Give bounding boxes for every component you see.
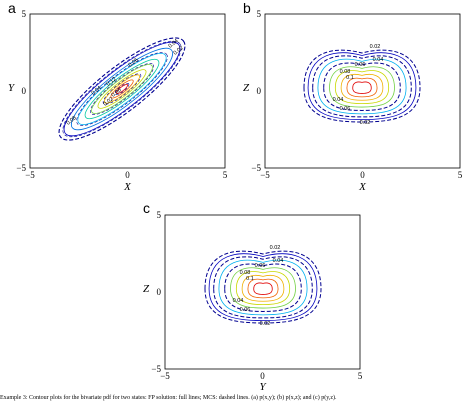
- panel-b-fp-contour: [346, 77, 378, 98]
- panel-c-contour-label: 0.1: [246, 276, 254, 282]
- panel-a-mcs-contour: [114, 83, 130, 95]
- panel-a-ylabel: Y: [8, 82, 16, 94]
- panel-c-fp-contour: [253, 282, 273, 295]
- panel-a-mcs-contour: [58, 37, 186, 141]
- panel-b-mcs-contour: [303, 49, 421, 123]
- panel-b-contour-label: 0.04: [333, 97, 344, 103]
- panel-c-contour-label: 0.02: [260, 321, 271, 327]
- panel-c-contour-label: 0.08: [240, 270, 251, 276]
- panel-b-fp-contour: [334, 70, 390, 105]
- panel-c-axes-box: [164, 214, 361, 370]
- panel-c-contour-labels: 0.02 0.04 0.06 0.080.1 0.04 0.06 0.02: [233, 245, 284, 327]
- panel-c-contour-label: 0.02: [270, 245, 281, 251]
- panel-a-contour-label: 0.08: [66, 115, 78, 126]
- panel-c-xtick-mid: 0: [260, 371, 265, 381]
- panel-c-ytick-min: −5: [151, 364, 161, 374]
- panel-c-xtick-max: 5: [358, 371, 363, 381]
- panel-a-contour-label: 0.06: [128, 57, 140, 68]
- panel-c-mcs-contour: [204, 250, 322, 324]
- figure: a 0.040.020.060.120.04 0.060.020.08 −5 0 …: [8, 0, 463, 392]
- panel-b-contour-label: 0.06: [355, 62, 366, 68]
- panel-b-contours: [303, 49, 421, 123]
- panel-c-ylabel: Z: [143, 283, 150, 295]
- panel-a-contour-label: 0.04: [91, 85, 103, 96]
- panel-b-contour-labels: 0.02 0.04 0.06 0.080.1 0.04 0.06 0.02: [333, 44, 384, 126]
- panel-c-contour-label: 0.06: [255, 263, 266, 269]
- panel-b-ylabel: Z: [243, 82, 250, 94]
- panel-b-fp-contour: [352, 81, 372, 94]
- panel-c-mcs-contour: [224, 263, 302, 312]
- panel-a-contour-label: 0.02: [103, 96, 115, 107]
- panel-c-fp-contour: [218, 259, 308, 316]
- panel-c: c 0.02 0.04 0.06 0.080.1 0.04 0.06 0.02 −5 0 5…: [143, 200, 363, 392]
- panel-a-contours: [58, 37, 186, 141]
- panel-b-contour-label: 0.02: [370, 44, 381, 50]
- panel-b-contour-label: 0.04: [373, 57, 384, 63]
- panel-b-axes-box: [264, 13, 461, 169]
- panel-b-ytick-max: 5: [257, 9, 262, 19]
- panel-a-fp-contour: [115, 84, 129, 94]
- panel-a-contour-label: 0.04: [168, 38, 180, 49]
- panel-a-contour-label: 0.02: [173, 45, 185, 56]
- panel-a-fp-contour: [91, 64, 153, 114]
- panel-a-fp-contour: [103, 74, 141, 104]
- panel-b: b 0.02 0.04 0.06 0.080.1 0.04 0.06 0.02 −5 0 5…: [243, 0, 463, 193]
- panel-b-contour-label: 0.08: [340, 69, 351, 75]
- panel-a-fp-contour: [77, 53, 167, 125]
- panel-a-mcs-contour: [102, 73, 142, 105]
- panel-c-fp-contour: [241, 274, 285, 302]
- panel-b-fp-contour: [340, 73, 384, 101]
- panel-a-ytick-mid: 0: [22, 86, 27, 96]
- panel-b-fp-contour: [307, 52, 417, 121]
- panel-b-contour-label: 0.06: [340, 106, 351, 112]
- panel-a-fp-contour: [110, 79, 134, 99]
- panel-a-fp-contour: [63, 41, 181, 137]
- panel-b-contour-label: 0.1: [346, 75, 354, 81]
- panel-a-contour-label: 0.12: [106, 76, 118, 87]
- panel-a-xtick-mid: 0: [125, 170, 130, 180]
- panel-b-xtick-mid: 0: [360, 170, 365, 180]
- panel-c-contour-label: 0.06: [240, 307, 251, 313]
- panel-b-ytick-mid: 0: [257, 86, 262, 96]
- panel-b-fp-contour: [317, 58, 407, 115]
- panel-a-xtick-max: 5: [223, 170, 228, 180]
- panel-c-xtick-min: −5: [160, 371, 170, 381]
- panel-b-fp-contour: [329, 66, 395, 108]
- panel-c-fp-contour: [230, 267, 296, 309]
- panel-a-letter: a: [8, 0, 16, 16]
- panel-c-letter: c: [143, 200, 150, 216]
- panel-c-fp-contour: [208, 253, 318, 322]
- panel-c-fp-contour: [235, 271, 291, 306]
- panel-a-ytick-min: −5: [16, 163, 26, 173]
- panel-a-mcs-contour: [62, 40, 182, 138]
- panel-a-fp-contour: [70, 47, 174, 131]
- panel-a-fp-contour: [84, 58, 160, 120]
- panel-a-mcs-contour: [76, 52, 168, 126]
- panel-b-ytick-min: −5: [251, 163, 261, 173]
- figure-caption: Example 3: Contour plots for the bivaria…: [0, 395, 337, 401]
- panel-a-xtick-min: −5: [25, 170, 35, 180]
- panel-c-fp-contour: [247, 278, 279, 299]
- panel-c-contour-label: 0.04: [273, 258, 284, 264]
- panel-b-xlabel: X: [358, 181, 367, 193]
- panel-a-xlabel: X: [123, 181, 132, 193]
- panel-c-xlabel: Y: [259, 381, 267, 392]
- panel-b-xtick-max: 5: [458, 170, 463, 180]
- panel-b-contour-label: 0.02: [360, 120, 371, 126]
- panel-c-contour-label: 0.04: [233, 298, 244, 304]
- panel-b-xtick-min: −5: [260, 170, 270, 180]
- panel-c-contours: [204, 250, 322, 324]
- panel-c-ytick-mid: 0: [157, 287, 162, 297]
- panel-b-letter: b: [243, 0, 251, 16]
- panel-a-contour-label: 0.06: [111, 87, 123, 98]
- panel-b-mcs-contour: [323, 62, 401, 111]
- panel-a-ytick-max: 5: [22, 9, 27, 19]
- panel-c-ytick-max: 5: [157, 210, 162, 220]
- panel-a-contour-labels: 0.040.020.060.120.04 0.060.020.08: [66, 38, 185, 126]
- panel-a: a 0.040.020.060.120.04 0.060.020.08 −5 0 …: [8, 0, 228, 193]
- panel-a-fp-contour: [97, 69, 147, 109]
